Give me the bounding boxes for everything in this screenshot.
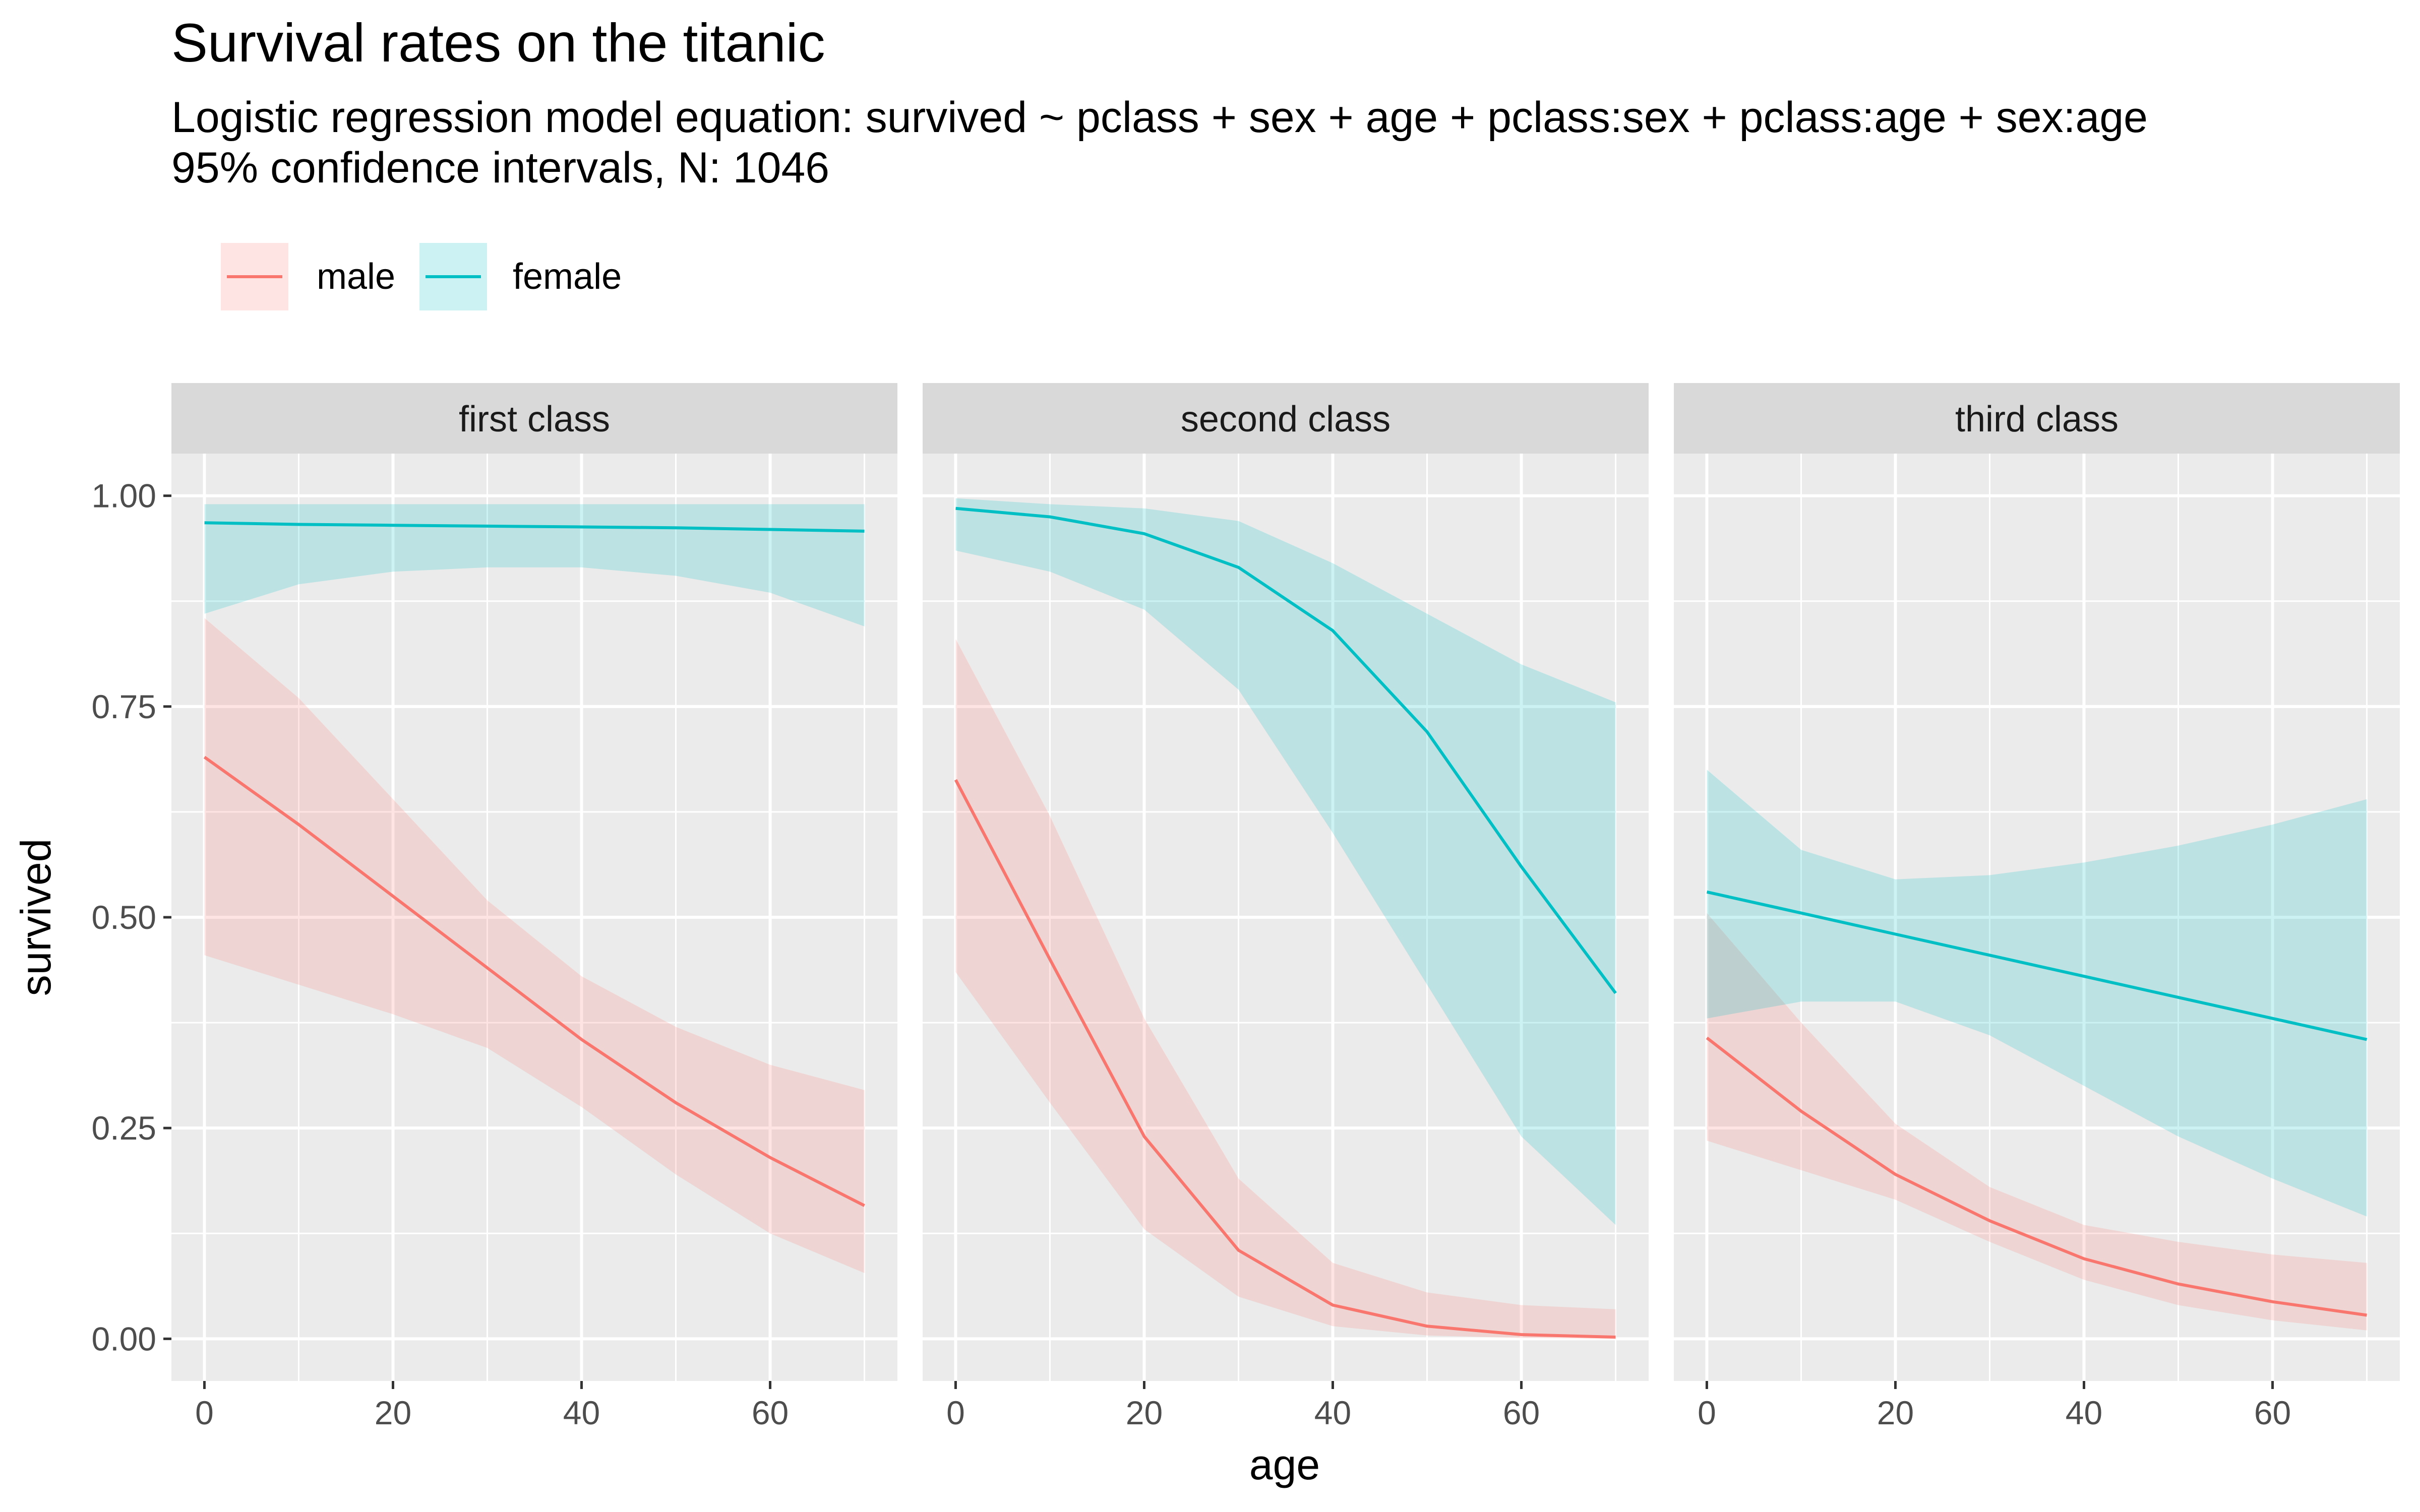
panel-third-class: third class 0 20 40 60 [1674, 383, 2400, 1431]
confidence-band-female [204, 504, 865, 626]
x-tick-label: 40 [563, 1394, 600, 1431]
legend: male female [221, 243, 622, 310]
confidence-band-male [955, 639, 1616, 1339]
facet-strip [171, 383, 897, 454]
legend-label: female [513, 257, 622, 297]
facet-strip [1674, 383, 2400, 454]
x-tick-label: 40 [1314, 1394, 1351, 1431]
confidence-band-male [204, 618, 865, 1273]
y-tick-label: 1.00 [92, 477, 156, 515]
x-tick-label: 20 [1126, 1394, 1163, 1431]
x-tick-label: 60 [1503, 1394, 1540, 1431]
confidence-band-female [955, 498, 1616, 1225]
y-tick-label: 0.50 [92, 899, 156, 936]
x-tick-label: 60 [2254, 1394, 2291, 1431]
series-line-female [1706, 890, 2368, 1041]
facet-strip [923, 383, 1649, 454]
legend-item-male: male [221, 243, 395, 310]
chart-subtitle-line-2: 95% confidence intervals, N: 1046 [171, 144, 829, 192]
x-tick-label: 0 [1698, 1394, 1716, 1431]
facet-panels: first class 0 20 40 60 0.00 0.25 0.50 0.75 1.00 se… [92, 383, 2400, 1431]
x-tick-label: 0 [946, 1394, 965, 1431]
series-line-male [1706, 1036, 2367, 1317]
confidence-band-male [1707, 913, 2367, 1331]
x-axis-title: age [1249, 1441, 1320, 1488]
y-tick-label: 0.25 [92, 1109, 156, 1147]
legend-item-female: female [419, 243, 622, 310]
series-line-female [204, 521, 865, 533]
series-line-female [955, 507, 1617, 994]
facet-strip-label: third class [1955, 399, 2119, 439]
facet-strip-label: second class [1181, 399, 1390, 439]
chart-title: Survival rates on the titanic [171, 12, 825, 73]
y-tick-label: 0.75 [92, 688, 156, 725]
x-tick-label: 0 [195, 1394, 214, 1431]
x-tick-label: 20 [375, 1394, 411, 1431]
series-line-male [954, 779, 1616, 1339]
facet-strip-label: first class [459, 399, 610, 439]
legend-label: male [317, 257, 395, 297]
panel-first-class: first class 0 20 40 60 0.00 0.25 0.50 0.75 1.00 [92, 383, 897, 1431]
x-tick-label: 60 [752, 1394, 789, 1431]
x-tick-label: 20 [1877, 1394, 1914, 1431]
panel-second-class: second class 0 20 40 60 [923, 383, 1649, 1431]
series-line-male [203, 755, 865, 1207]
confidence-band-female [1707, 770, 2367, 1217]
chart-subtitle-line-1: Logistic regression model equation: surv… [171, 93, 2148, 142]
y-axis-title: survived [12, 839, 59, 996]
y-tick-label: 0.00 [92, 1320, 156, 1357]
x-tick-label: 40 [2066, 1394, 2102, 1431]
